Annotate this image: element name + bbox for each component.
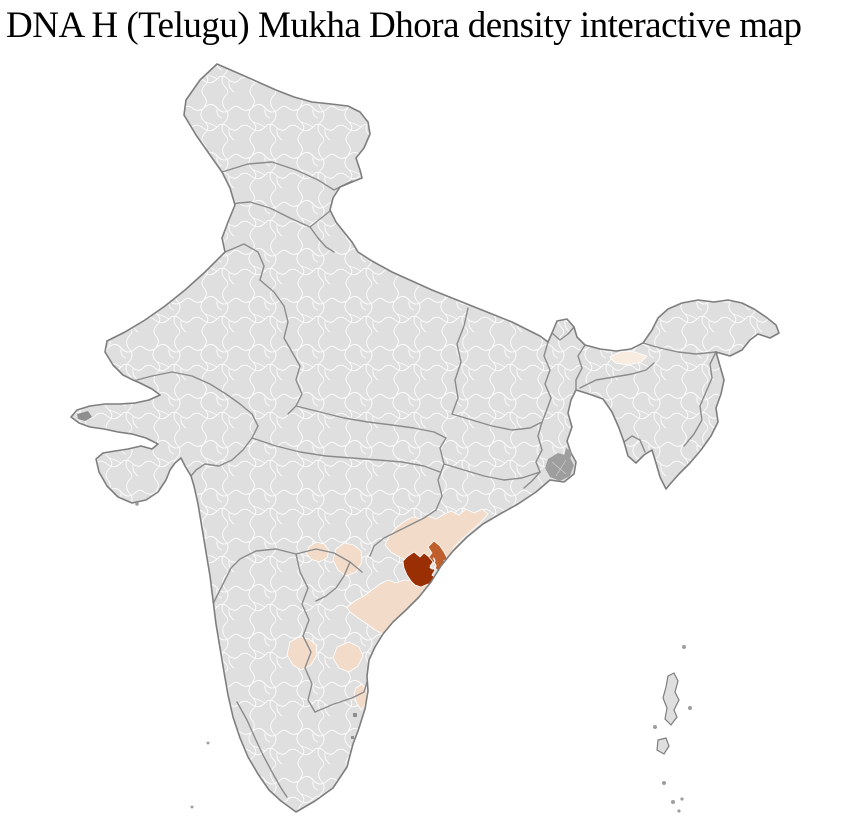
district-south-inland-2-low[interactable] xyxy=(332,641,364,673)
island-large xyxy=(662,672,680,726)
state-borders xyxy=(132,161,717,798)
island-chain[interactable] xyxy=(656,672,680,755)
island-small xyxy=(656,737,670,755)
district-inland-west-low[interactable] xyxy=(332,542,363,577)
page-title: DNA H (Telugu) Mukha Dhora density inter… xyxy=(6,5,802,46)
west-islet xyxy=(77,411,92,421)
district-core-highest[interactable] xyxy=(402,551,438,588)
district-inland-far-west-low[interactable] xyxy=(305,541,330,563)
delta-region[interactable] xyxy=(545,448,574,481)
coastal-enclave-marks xyxy=(77,411,357,739)
district-assam-valley-lowest[interactable] xyxy=(609,350,648,366)
islet-dots xyxy=(135,502,692,813)
